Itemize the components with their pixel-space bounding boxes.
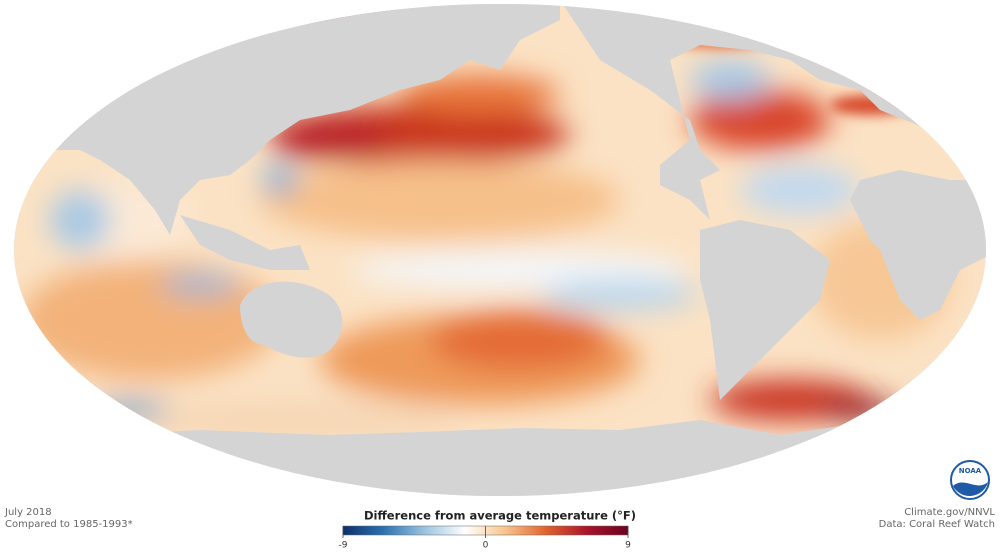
noaa-logo: NOAA xyxy=(950,460,990,500)
color-bar-tick-label: 0 xyxy=(483,541,489,551)
data-credit: Data: Coral Reef Watch xyxy=(879,519,995,530)
logo-text: NOAA xyxy=(959,467,982,475)
date-label: July 2018 xyxy=(4,507,52,518)
legend-title: Difference from average temperature (°F) xyxy=(364,509,636,523)
ocean-anomaly xyxy=(14,4,986,496)
color-bar-tick-label: 9 xyxy=(625,541,631,551)
baseline-label: Compared to 1985-1993* xyxy=(5,519,133,530)
source-credit: Climate.gov/NNVL xyxy=(904,507,995,518)
color-bar-tick-label: -9 xyxy=(339,541,348,551)
color-scale: -9 0 9 xyxy=(339,525,631,551)
